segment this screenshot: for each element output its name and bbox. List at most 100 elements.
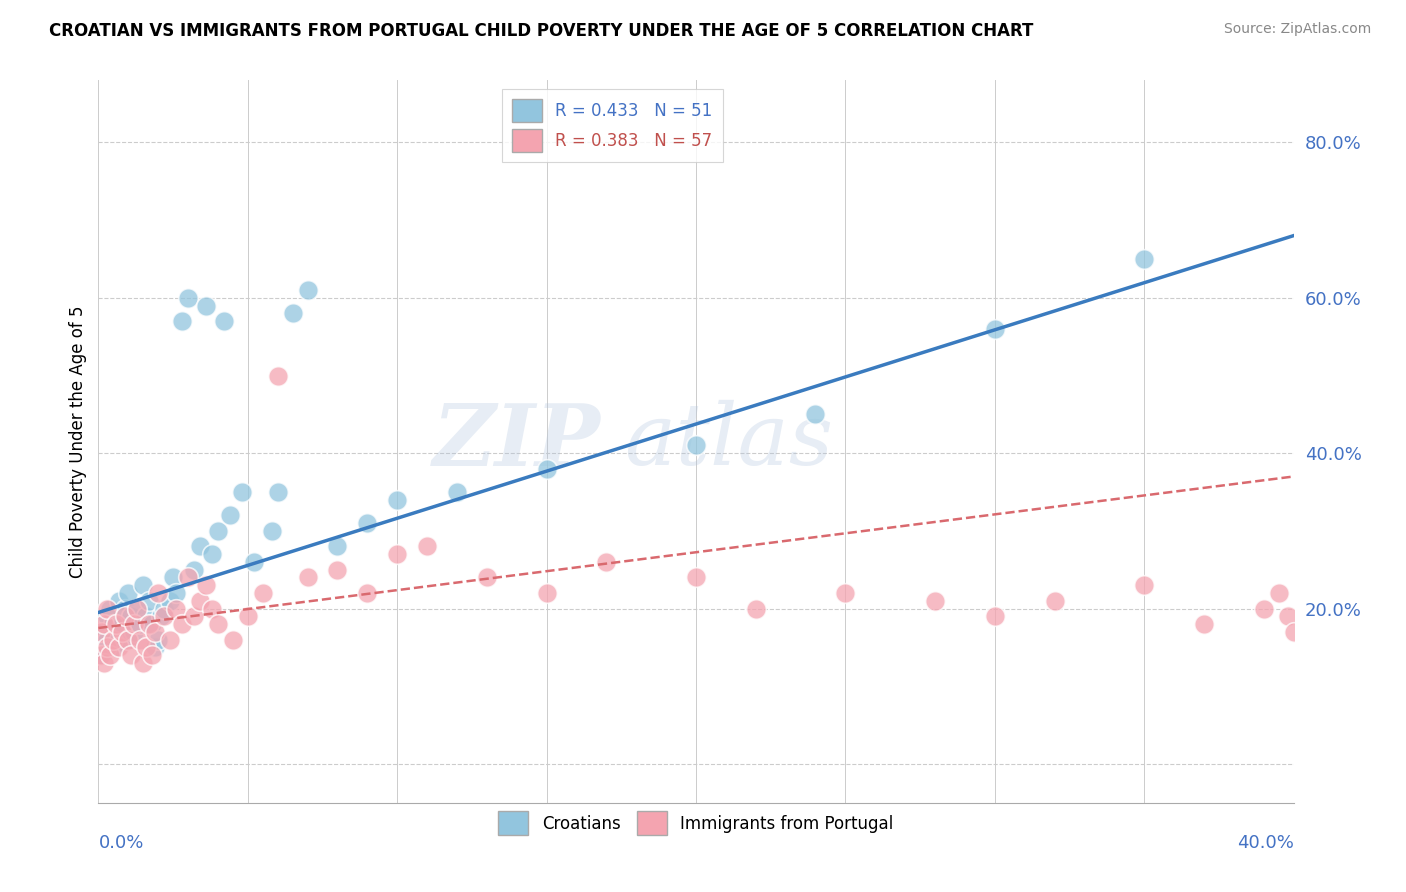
Point (1277, 609, 1299, 624)
Point (685, 438, 707, 452)
Point (1267, 586, 1289, 600)
Point (183, 609, 205, 624)
Point (804, 408, 827, 422)
Point (201, 601, 224, 615)
Point (90, 624, 112, 639)
Point (124, 617, 146, 632)
Point (114, 609, 136, 624)
Point (188, 594, 211, 608)
Point (536, 461, 558, 475)
Point (243, 555, 266, 569)
Point (385, 547, 409, 561)
Point (326, 540, 349, 554)
Point (834, 586, 856, 600)
Point (132, 656, 155, 670)
Point (446, 485, 468, 500)
Point (385, 492, 409, 507)
Point (207, 617, 229, 632)
Point (127, 601, 149, 615)
Point (207, 524, 229, 538)
Point (153, 609, 176, 624)
Point (135, 640, 157, 655)
Point (201, 547, 224, 561)
Point (129, 632, 152, 647)
Text: 0.0%: 0.0% (98, 834, 143, 852)
Point (252, 586, 274, 600)
Point (98, 648, 122, 663)
Point (96, 640, 118, 655)
Text: CROATIAN VS IMMIGRANTS FROM PORTUGAL CHILD POVERTY UNDER THE AGE OF 5 CORRELATIO: CROATIAN VS IMMIGRANTS FROM PORTUGAL CHI… (49, 22, 1033, 40)
Point (105, 617, 128, 632)
Point (138, 594, 160, 608)
Point (267, 485, 290, 500)
Point (103, 632, 125, 647)
Point (222, 632, 245, 647)
Point (536, 586, 558, 600)
Y-axis label: Child Poverty Under the Age of 5: Child Poverty Under the Age of 5 (69, 305, 87, 578)
Point (685, 570, 707, 584)
Legend: Croatians, Immigrants from Portugal: Croatians, Immigrants from Portugal (488, 801, 904, 845)
Point (90, 648, 112, 663)
Point (195, 578, 218, 592)
Point (129, 617, 152, 632)
Text: ZIP: ZIP (433, 400, 600, 483)
Point (475, 570, 498, 584)
Point (111, 624, 134, 639)
Point (93, 656, 115, 670)
Point (195, 299, 218, 313)
Point (236, 609, 259, 624)
Point (984, 322, 1007, 336)
Point (117, 632, 139, 647)
Point (114, 601, 136, 615)
Point (1043, 594, 1066, 608)
Point (219, 508, 242, 523)
Point (150, 609, 173, 624)
Point (281, 306, 304, 320)
Point (595, 555, 617, 569)
Point (141, 617, 163, 632)
Point (745, 601, 768, 615)
Point (177, 291, 200, 305)
Point (153, 601, 176, 615)
Point (127, 601, 149, 615)
Point (96, 609, 118, 624)
Point (117, 586, 139, 600)
Point (984, 609, 1007, 624)
Point (1192, 617, 1215, 632)
Point (267, 368, 290, 383)
Point (93, 617, 115, 632)
Text: atlas: atlas (624, 401, 834, 483)
Point (148, 586, 170, 600)
Point (177, 570, 200, 584)
Point (162, 570, 184, 584)
Text: Source: ZipAtlas.com: Source: ZipAtlas.com (1223, 22, 1371, 37)
Point (159, 594, 181, 608)
Point (103, 617, 125, 632)
Point (90, 648, 112, 663)
Point (1253, 601, 1275, 615)
Point (108, 594, 131, 608)
Point (143, 624, 166, 639)
Point (120, 648, 142, 663)
Point (297, 283, 319, 297)
Point (124, 624, 146, 639)
Point (132, 578, 155, 592)
Point (93, 624, 115, 639)
Point (111, 617, 134, 632)
Point (183, 563, 205, 577)
Point (165, 586, 187, 600)
Point (135, 609, 157, 624)
Point (148, 632, 170, 647)
Point (260, 524, 283, 538)
Point (165, 601, 187, 615)
Point (297, 570, 319, 584)
Point (172, 314, 194, 328)
Point (924, 594, 946, 608)
Point (356, 586, 378, 600)
Point (96, 601, 118, 615)
Text: 40.0%: 40.0% (1237, 834, 1294, 852)
Point (188, 540, 211, 554)
Point (1282, 624, 1305, 639)
Point (159, 632, 181, 647)
Point (1133, 252, 1156, 266)
